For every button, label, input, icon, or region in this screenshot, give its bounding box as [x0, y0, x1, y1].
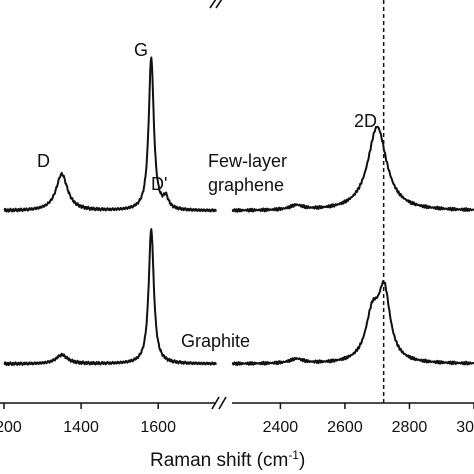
x-tick-label: 2600 [327, 419, 363, 436]
x-tick-label: 1600 [140, 419, 176, 436]
x-tick-label: 1400 [63, 419, 99, 436]
x-axis-title-sup: -1 [288, 448, 299, 462]
x-tick-label: 1200 [0, 419, 22, 436]
series-label-few-layer-1: Few-layer [208, 151, 287, 171]
x-tick-label: 3000 [456, 419, 474, 436]
series-line-graphite [3, 228, 217, 367]
x-tick-label: 2400 [263, 419, 299, 436]
x-axis-title: Raman shift (cm-1) [150, 448, 305, 471]
series-line-graphite [231, 279, 474, 367]
peak-label-g: G [134, 40, 148, 60]
x-tick-labels: 1200 1400 1600 2400 2600 2800 3000 [0, 419, 474, 436]
series-line-few-layer-graphene [3, 56, 217, 213]
series-line-few-layer-graphene [231, 125, 474, 213]
x-ticks [3, 403, 474, 409]
axis-break-top [209, 0, 223, 9]
peak-label-2d: 2D [354, 111, 377, 131]
series-label-few-layer-2: graphene [208, 175, 284, 195]
peak-label-dprime: D' [151, 174, 167, 194]
series-label-graphite: Graphite [181, 331, 250, 351]
peak-label-d: D [37, 151, 50, 171]
axis-break-bottom [211, 396, 227, 410]
spectra [3, 56, 474, 367]
x-axis-title-close: ) [299, 450, 305, 471]
x-tick-label: 2800 [392, 419, 428, 436]
